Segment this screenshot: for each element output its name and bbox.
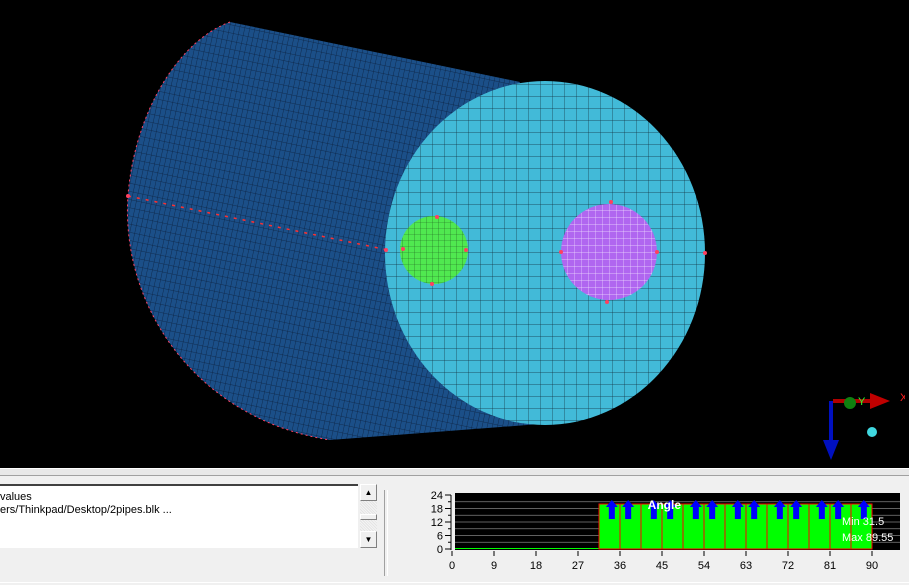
log-output: values ers/Thinkpad/Desktop/2pipes.blk ..… — [0, 484, 358, 548]
x-tick-label: 63 — [740, 560, 752, 572]
min-label: Min 31.5 — [842, 516, 884, 528]
x-tick-label: 45 — [656, 560, 668, 572]
mesh-model — [126, 21, 707, 441]
x-tick-label: 36 — [614, 560, 626, 572]
y-axis-ball — [844, 397, 856, 409]
up-arrow-icon — [731, 500, 744, 519]
origin-ball — [867, 427, 877, 437]
x-tick-label: 9 — [491, 560, 497, 572]
up-arrow-icon — [647, 500, 660, 519]
up-arrow-icon — [706, 500, 719, 519]
x-tick-label: 90 — [866, 560, 878, 572]
x-axis-arrow — [870, 393, 890, 409]
splitter[interactable] — [0, 468, 909, 476]
x-tick-label: 81 — [824, 560, 836, 572]
x-tick-label: 72 — [782, 560, 794, 572]
up-arrow-icon — [689, 500, 702, 519]
x-tick-label: 27 — [572, 560, 584, 572]
y-tick-label: 18 — [431, 504, 443, 516]
y-label: Y — [858, 396, 866, 408]
chart-title: Angle — [648, 498, 682, 512]
max-label: Max 89.55 — [842, 532, 893, 544]
x-tick-label: 18 — [530, 560, 542, 572]
scroll-thumb[interactable] — [360, 514, 377, 520]
up-arrow-icon — [605, 500, 618, 519]
panel-divider — [384, 490, 388, 576]
3d-viewport[interactable]: Y X — [0, 0, 909, 468]
right-pipe — [561, 204, 657, 300]
up-arrow-icon — [832, 500, 845, 519]
scroll-down-button[interactable]: ▼ — [360, 531, 377, 548]
y-tick-label: 6 — [437, 531, 443, 543]
x-label: X — [900, 392, 905, 404]
up-arrow-icon — [664, 500, 677, 519]
log-line: ers/Thinkpad/Desktop/2pipes.blk ... — [0, 504, 172, 516]
y-tick-label: 24 — [431, 490, 443, 502]
y-tick-label: 0 — [437, 544, 443, 556]
log-scrollbar[interactable]: ▲ ▼ — [360, 484, 377, 548]
axes-triad: Y X — [823, 392, 905, 460]
x-tick-label: 54 — [698, 560, 710, 572]
up-arrow-icon — [773, 500, 786, 519]
up-arrow-icon — [748, 500, 761, 519]
up-arrow-icon — [857, 500, 870, 519]
y-tick-label: 12 — [431, 517, 443, 529]
end-face — [385, 81, 705, 425]
log-line: values — [0, 491, 32, 503]
scroll-up-button[interactable]: ▲ — [360, 484, 377, 501]
up-arrow-icon — [815, 500, 828, 519]
left-pipe — [400, 216, 468, 284]
up-arrow-icon — [622, 500, 635, 519]
up-arrow-icon — [790, 500, 803, 519]
x-tick-label: 0 — [449, 560, 455, 572]
z-axis-arrow — [823, 440, 839, 460]
